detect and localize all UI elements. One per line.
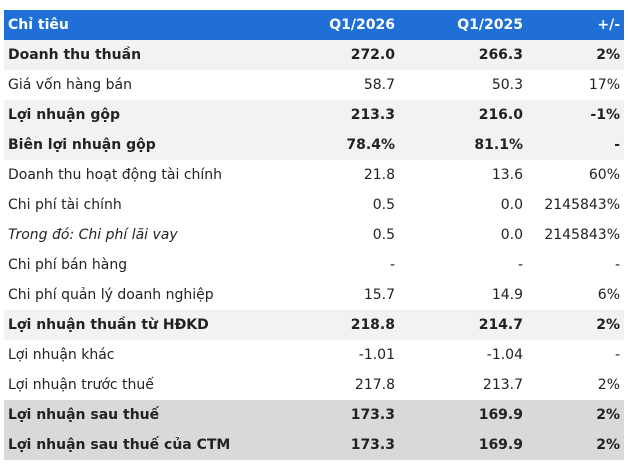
value-cell: 169.9 (399, 400, 527, 430)
value-cell: -1% (527, 100, 624, 130)
row-label: Trong đó: Chi phí lãi vay (8, 227, 178, 243)
header-cell: Q1/2025 (399, 10, 527, 40)
table-row: Chi phí quản lý doanh nghiệp 15.7 14.9 6% (4, 280, 624, 310)
value-cell: 0.0 (500, 197, 523, 213)
value-cell: 58.7 (363, 77, 395, 93)
value-cell: 218.8 (304, 310, 399, 340)
value-cell: 21.8 (363, 167, 395, 183)
value-cell: 173.3 (304, 400, 399, 430)
value-cell: 14.9 (491, 287, 523, 303)
value-cell: 2% (527, 400, 624, 430)
value-cell: 2145843% (544, 197, 620, 213)
row-label: Lợi nhuận trước thuế (8, 377, 154, 393)
table-row: Lợi nhuận gộp 213.3 216.0 -1% (4, 100, 624, 130)
row-label: Chi phí quản lý doanh nghiệp (8, 287, 214, 303)
header-row: Chỉ tiêu Q1/2026 Q1/2025 +/- (4, 10, 624, 40)
value-cell: 216.0 (399, 100, 527, 130)
value-cell: 2% (527, 40, 624, 70)
value-cell: 13.6 (491, 167, 523, 183)
value-cell: 50.3 (491, 77, 523, 93)
row-label: Lợi nhuận gộp (4, 100, 304, 130)
value-cell: 6% (597, 287, 620, 303)
table-row: Trong đó: Chi phí lãi vay 0.5 0.0 2145843% (4, 220, 624, 250)
row-label: Lợi nhuận sau thuế của CTM (4, 430, 304, 460)
table-row: Lợi nhuận thuần từ HĐKD 218.8 214.7 2% (4, 310, 624, 340)
value-cell: 266.3 (399, 40, 527, 70)
row-label: Doanh thu thuần (4, 40, 304, 70)
table-row: Chi phí tài chính 0.5 0.0 2145843% (4, 190, 624, 220)
value-cell: -1.01 (358, 347, 395, 363)
value-cell: 0.5 (372, 227, 395, 243)
table-row: Doanh thu thuần 272.0 266.3 2% (4, 40, 624, 70)
value-cell: 2% (527, 310, 624, 340)
table-row: Lợi nhuận sau thuế của CTM 173.3 169.9 2% (4, 430, 624, 460)
table-row: Biên lợi nhuận gộp 78.4% 81.1% - (4, 130, 624, 160)
value-cell: 17% (588, 77, 620, 93)
row-label: Giá vốn hàng bán (8, 77, 132, 93)
table-row: Lợi nhuận khác -1.01 -1.04 - (4, 340, 624, 370)
value-cell: -1.04 (486, 347, 523, 363)
header-cell: Chỉ tiêu (4, 10, 304, 40)
table-row: Chi phí bán hàng - - - (4, 250, 624, 280)
value-cell: 2% (597, 377, 620, 393)
row-label: Chi phí bán hàng (8, 257, 128, 273)
row-label: Chi phí tài chính (8, 197, 122, 213)
value-cell: 213.7 (482, 377, 523, 393)
row-label: Doanh thu hoạt động tài chính (8, 167, 223, 183)
row-label: Biên lợi nhuận gộp (4, 130, 304, 160)
value-cell: 78.4% (304, 130, 399, 160)
value-cell: - (527, 130, 624, 160)
value-cell: 2% (527, 430, 624, 460)
table-row: Doanh thu hoạt động tài chính 21.8 13.6 60% (4, 160, 624, 190)
header-cell: +/- (527, 10, 624, 40)
value-cell: 60% (588, 167, 620, 183)
table-row: Lợi nhuận sau thuế 173.3 169.9 2% (4, 400, 624, 430)
row-label: Lợi nhuận khác (8, 347, 115, 363)
row-label: Lợi nhuận sau thuế (4, 400, 304, 430)
value-cell: - (614, 257, 620, 273)
value-cell: 81.1% (399, 130, 527, 160)
table-row: Giá vốn hàng bán 58.7 50.3 17% (4, 70, 624, 100)
value-cell: - (614, 347, 620, 363)
value-cell: - (389, 257, 395, 273)
value-cell: 214.7 (399, 310, 527, 340)
value-cell: 2145843% (544, 227, 620, 243)
header-cell: Q1/2026 (304, 10, 399, 40)
value-cell: 173.3 (304, 430, 399, 460)
value-cell: 0.5 (372, 197, 395, 213)
row-label: Lợi nhuận thuần từ HĐKD (4, 310, 304, 340)
value-cell: 0.0 (500, 227, 523, 243)
value-cell: 169.9 (399, 430, 527, 460)
value-cell: 217.8 (354, 377, 395, 393)
value-cell: - (517, 257, 523, 273)
value-cell: 272.0 (304, 40, 399, 70)
financial-table: Chỉ tiêu Q1/2026 Q1/2025 +/- Doanh thu t… (4, 10, 624, 460)
value-cell: 15.7 (363, 287, 395, 303)
value-cell: 213.3 (304, 100, 399, 130)
table-row: Lợi nhuận trước thuế 217.8 213.7 2% (4, 370, 624, 400)
